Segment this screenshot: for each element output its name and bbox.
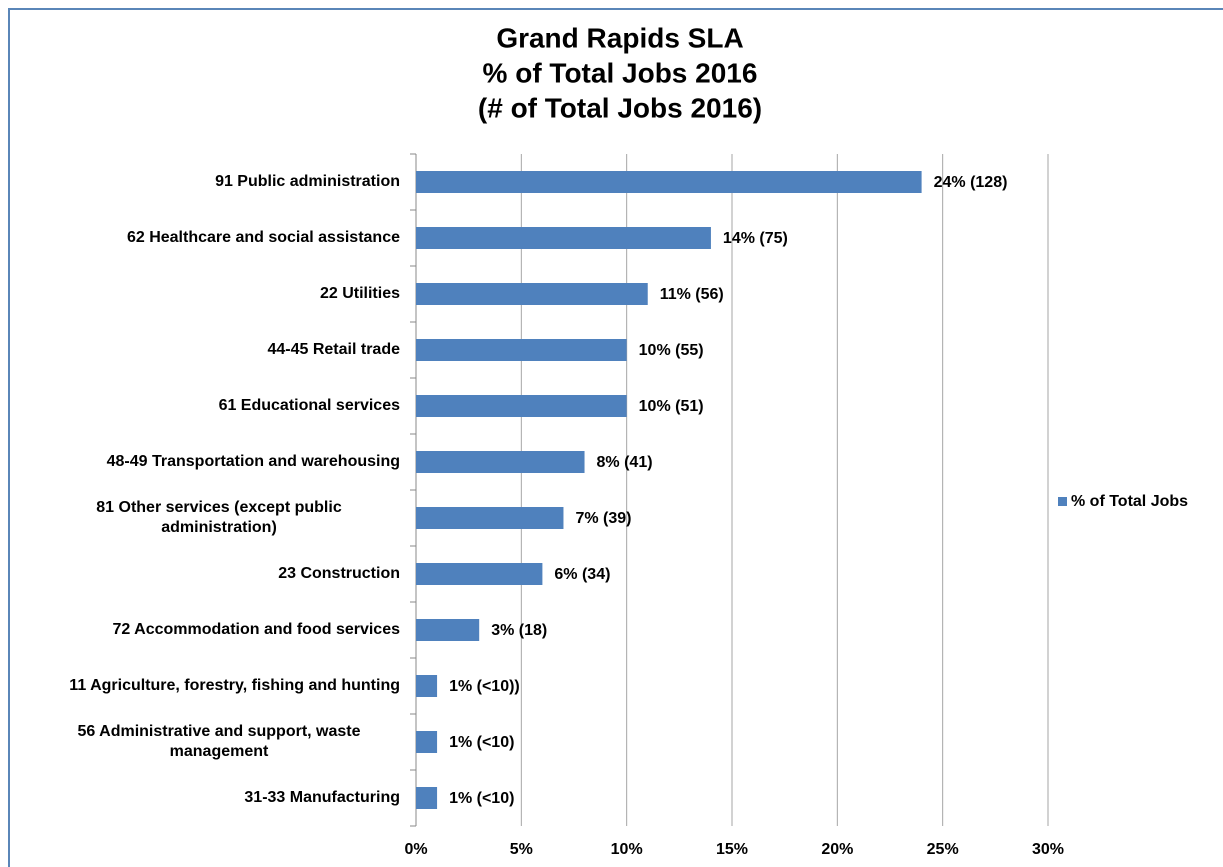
bar [416,283,648,305]
y-tick-label-box: 91 Public administration [20,154,400,210]
bar [416,787,438,809]
y-tick-label-box: 61 Educational services [20,378,400,434]
data-label: 7% (39) [575,510,631,527]
data-label: 3% (18) [491,622,547,639]
data-label: 1% (<10) [449,790,514,807]
y-tick-label-box: 23 Construction [20,546,400,602]
y-tick-label-box: 81 Other services (except public adminis… [20,490,400,546]
y-tick-label-wrap: 62 Healthcare and social assistance [20,210,400,266]
bar [416,563,543,585]
data-label: 10% (55) [639,342,704,359]
y-tick-label-wrap: 81 Other services (except public adminis… [20,490,400,546]
x-tick-label: 10% [611,841,643,858]
x-tick-label: 15% [716,841,748,858]
y-tick-label: 61 Educational services [218,397,400,414]
bar [416,395,627,417]
y-tick-label-wrap: 23 Construction [20,546,400,602]
bar [416,171,922,193]
y-tick-label: 72 Accommodation and food services [112,621,400,638]
y-tick-label-box: 31-33 Manufacturing [20,770,400,826]
chart-title: % of Total Jobs 2016 [483,57,758,88]
y-tick-label-box: 44-45 Retail trade [20,322,400,378]
y-tick-label: 81 Other services (except public adminis… [96,499,342,536]
y-tick-label-wrap: 22 Utilities [20,266,400,322]
y-tick-label: 48-49 Transportation and warehousing [106,453,400,470]
data-label: 10% (51) [639,398,704,415]
y-tick-label: 22 Utilities [319,285,400,302]
chart-frame [8,8,1223,867]
data-label: 24% (128) [934,174,1008,191]
y-tick-label-box: 11 Agriculture, forestry, fishing and hu… [20,658,400,714]
chart-title: (# of Total Jobs 2016) [478,92,762,123]
y-tick-label-box: 56 Administrative and support, waste man… [20,714,400,770]
y-tick-label: 23 Construction [278,565,400,582]
y-tick-label-wrap: 72 Accommodation and food services [20,602,400,658]
y-tick-label: 11 Agriculture, forestry, fishing and hu… [69,677,400,694]
data-label: 1% (<10) [449,734,514,751]
x-tick-label: 20% [821,841,853,858]
y-tick-label-wrap: 56 Administrative and support, waste man… [20,714,400,770]
y-tick-label-box: 62 Healthcare and social assistance [20,210,400,266]
bar [416,619,480,641]
bar [416,451,585,473]
bar [416,675,438,697]
chart-title: Grand Rapids SLA [496,22,743,53]
y-tick-label-wrap: 44-45 Retail trade [20,322,400,378]
x-tick-label: 25% [927,841,959,858]
y-tick-label-box: 22 Utilities [20,266,400,322]
y-tick-label-wrap: 91 Public administration [20,154,400,210]
y-tick-label-wrap: 31-33 Manufacturing [20,770,400,826]
data-label: 11% (56) [660,286,724,303]
y-tick-label: 62 Healthcare and social assistance [126,229,400,246]
y-tick-label: 91 Public administration [215,173,400,190]
y-tick-label-wrap: 61 Educational services [20,378,400,434]
x-tick-label: 5% [510,841,533,858]
data-label: 14% (75) [723,230,788,247]
data-label: 1% (<10)) [449,678,520,695]
bar [416,339,627,361]
bar [416,227,711,249]
x-tick-label: 0% [404,841,427,858]
data-label: 8% (41) [597,454,653,471]
y-tick-label-box: 72 Accommodation and food services [20,602,400,658]
bar [416,731,438,753]
y-tick-label-box: 48-49 Transportation and warehousing [20,434,400,490]
legend-marker [1058,497,1067,506]
y-tick-label-wrap: 48-49 Transportation and warehousing [20,434,400,490]
y-tick-label: 31-33 Manufacturing [244,789,400,806]
y-tick-label-wrap: 11 Agriculture, forestry, fishing and hu… [20,658,400,714]
y-tick-label: 56 Administrative and support, waste man… [77,723,361,760]
legend-label: % of Total Jobs [1071,493,1188,510]
x-tick-label: 30% [1032,841,1064,858]
bar [416,507,564,529]
y-tick-label: 44-45 Retail trade [267,341,400,358]
data-label: 6% (34) [554,566,610,583]
